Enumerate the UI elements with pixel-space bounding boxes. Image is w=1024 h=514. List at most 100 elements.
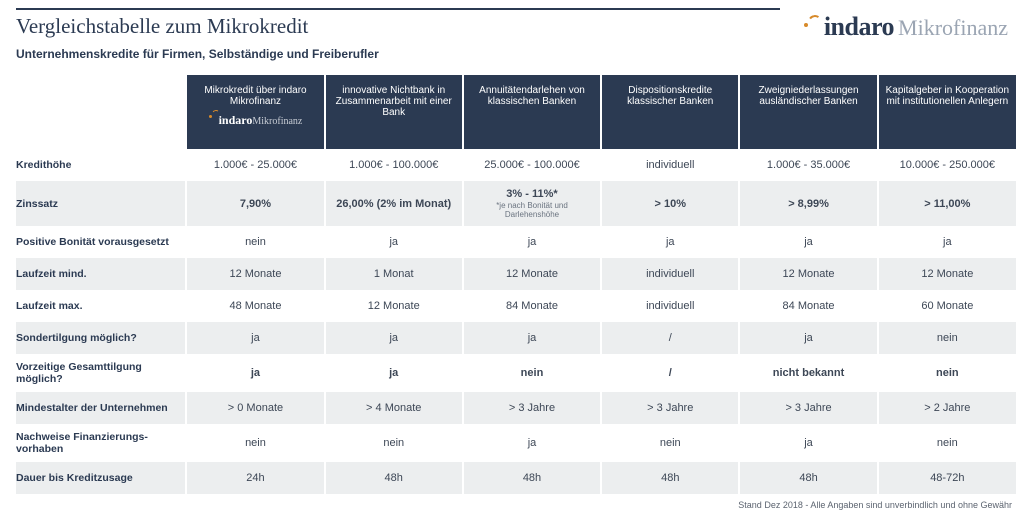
column-header: Zweigniederlassungen ausländischer Banke… <box>739 75 877 149</box>
table-cell: nein <box>186 226 324 258</box>
column-header-label: innovative Nichtbank in Zusammenarbeit m… <box>332 85 456 118</box>
row-label: Laufzeit mind. <box>16 258 186 290</box>
table-cell: > 3 Jahre <box>463 392 601 424</box>
table-corner <box>16 75 186 149</box>
column-header: Annuitätendarlehen von klassischen Banke… <box>463 75 601 149</box>
table-cell: 48-72h <box>878 462 1016 494</box>
table-row: Sondertilgung möglich?jajaja/janein <box>16 322 1016 354</box>
column-header: innovative Nichtbank in Zusammenarbeit m… <box>325 75 463 149</box>
table-cell: 60 Monate <box>878 290 1016 322</box>
page-subtitle: Unternehmenskredite für Firmen, Selbstän… <box>16 47 780 61</box>
table-cell: ja <box>739 226 877 258</box>
table-cell: 48h <box>601 462 739 494</box>
table-cell: > 11,00% <box>878 181 1016 226</box>
table-row: Nachweise Finanzierungs-vorhabenneinnein… <box>16 424 1016 462</box>
table-cell: 1.000€ - 100.000€ <box>325 149 463 181</box>
comparison-table-wrap: Mikrokredit über indaro Mikrofinanz indar… <box>0 61 1024 494</box>
table-cell: 48h <box>463 462 601 494</box>
table-cell: 12 Monate <box>878 258 1016 290</box>
table-cell: 12 Monate <box>739 258 877 290</box>
row-label: Sondertilgung möglich? <box>16 322 186 354</box>
column-header-label: Kapitalgeber in Kooperation mit institut… <box>885 85 1010 107</box>
table-cell: nicht bekannt <box>739 354 877 392</box>
table-cell: 3% - 11%**je nach Bonität und Darlehensh… <box>463 181 601 226</box>
table-cell: > 3 Jahre <box>739 392 877 424</box>
table-cell: 12 Monate <box>186 258 324 290</box>
table-cell: > 10% <box>601 181 739 226</box>
table-cell: 48h <box>325 462 463 494</box>
table-cell: 7,90% <box>186 181 324 226</box>
table-cell: 1 Monat <box>325 258 463 290</box>
logo-mark-icon <box>804 21 822 35</box>
column-header: Mikrokredit über indaro Mikrofinanz indar… <box>186 75 324 149</box>
column-header-label: Dispositionskredite klassischer Banken <box>608 85 732 107</box>
table-row: Laufzeit mind.12 Monate1 Monat12 Monatei… <box>16 258 1016 290</box>
table-cell: / <box>601 322 739 354</box>
column-header-label: Annuitätendarlehen von klassischen Banke… <box>470 85 594 107</box>
table-cell: ja <box>325 322 463 354</box>
table-cell: 84 Monate <box>739 290 877 322</box>
table-cell: 10.000€ - 250.000€ <box>878 149 1016 181</box>
logo-text: indaro <box>824 12 894 42</box>
row-label: Vorzeitige Gesamttilgung möglich? <box>16 354 186 392</box>
table-cell: ja <box>601 226 739 258</box>
table-cell: 84 Monate <box>463 290 601 322</box>
table-cell: individuell <box>601 258 739 290</box>
table-row: Positive Bonität vorausgesetztneinjajaja… <box>16 226 1016 258</box>
table-cell: individuell <box>601 290 739 322</box>
table-cell: 26,00% (2% im Monat) <box>325 181 463 226</box>
title-divider <box>16 8 780 10</box>
table-header-row: Mikrokredit über indaro Mikrofinanz indar… <box>16 75 1016 149</box>
row-label: Kredithöhe <box>16 149 186 181</box>
cell-subnote: *je nach Bonität und Darlehenshöhe <box>470 201 594 219</box>
table-cell: ja <box>463 424 601 462</box>
table-cell: 25.000€ - 100.000€ <box>463 149 601 181</box>
table-row: Mindestalter der Unternehmen> 0 Monate> … <box>16 392 1016 424</box>
table-row: Dauer bis Kreditzusage24h48h48h48h48h48-… <box>16 462 1016 494</box>
table-cell: > 3 Jahre <box>601 392 739 424</box>
table-cell: > 4 Monate <box>325 392 463 424</box>
table-cell: nein <box>463 354 601 392</box>
table-cell: ja <box>463 226 601 258</box>
table-cell: 12 Monate <box>463 258 601 290</box>
logo-suffix: Mikrofinanz <box>898 15 1008 41</box>
table-cell: ja <box>325 354 463 392</box>
row-label: Nachweise Finanzierungs-vorhaben <box>16 424 186 462</box>
table-cell: individuell <box>601 149 739 181</box>
table-cell: > 2 Jahre <box>878 392 1016 424</box>
comparison-table: Mikrokredit über indaro Mikrofinanz indar… <box>16 75 1016 494</box>
table-cell: ja <box>739 322 877 354</box>
table-cell: nein <box>878 322 1016 354</box>
row-label: Zinssatz <box>16 181 186 226</box>
logo: indaro Mikrofinanz <box>804 12 1008 42</box>
table-cell: > 8,99% <box>739 181 877 226</box>
table-row: Zinssatz7,90%26,00% (2% im Monat)3% - 11… <box>16 181 1016 226</box>
row-label: Laufzeit max. <box>16 290 186 322</box>
table-cell: nein <box>601 424 739 462</box>
table-cell: / <box>601 354 739 392</box>
table-cell: nein <box>878 424 1016 462</box>
table-cell: nein <box>186 424 324 462</box>
table-cell: ja <box>878 226 1016 258</box>
table-cell: 12 Monate <box>325 290 463 322</box>
table-cell: 1.000€ - 25.000€ <box>186 149 324 181</box>
table-cell: 1.000€ - 35.000€ <box>739 149 877 181</box>
table-cell: ja <box>186 322 324 354</box>
header: Vergleichstabelle zum Mikrokredit Untern… <box>0 0 1024 61</box>
table-row: Laufzeit max.48 Monate12 Monate84 Monate… <box>16 290 1016 322</box>
table-cell: 48 Monate <box>186 290 324 322</box>
row-label: Positive Bonität vorausgesetzt <box>16 226 186 258</box>
table-row: Vorzeitige Gesamttilgung möglich?jajanei… <box>16 354 1016 392</box>
table-cell: ja <box>325 226 463 258</box>
column-header: Dispositionskredite klassischer Banken <box>601 75 739 149</box>
table-cell: > 0 Monate <box>186 392 324 424</box>
footer-disclaimer: Stand Dez 2018 - Alle Angaben sind unver… <box>0 494 1024 510</box>
column-header-logo: indaroMikrofinanz <box>193 113 317 128</box>
table-cell: nein <box>325 424 463 462</box>
table-cell: 48h <box>739 462 877 494</box>
table-cell: ja <box>186 354 324 392</box>
title-block: Vergleichstabelle zum Mikrokredit Untern… <box>16 8 780 61</box>
table-cell: 24h <box>186 462 324 494</box>
column-header-label: Mikrokredit über indaro Mikrofinanz <box>193 85 317 107</box>
table-cell: ja <box>739 424 877 462</box>
